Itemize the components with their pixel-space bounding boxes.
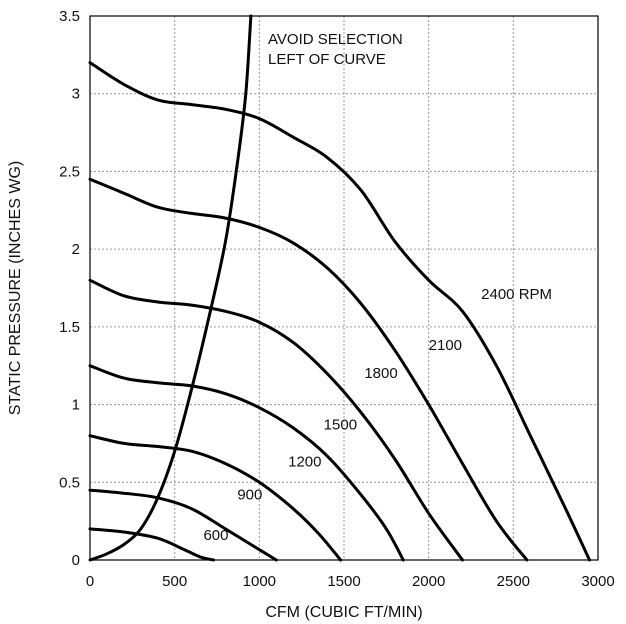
fan-curve-900	[88, 488, 278, 562]
curve-label: 2400 RPM	[481, 286, 552, 303]
curve-label: 600	[203, 527, 228, 544]
curve-label: 1500	[324, 416, 357, 433]
curve-layer	[88, 14, 591, 562]
fan-curve-2400-rpm	[88, 61, 591, 562]
fan-curve-2100	[88, 177, 529, 562]
x-tick-label: 2500	[497, 573, 530, 590]
x-tick-label: 3000	[581, 573, 614, 590]
grid-layer	[90, 16, 598, 560]
fan-curve-1800	[88, 278, 464, 562]
annotation-line-2: LEFT OF CURVE	[268, 51, 386, 68]
tick-layer: 0 500 1000 1500 2000 2500 3000 0 0.5 1 1.5 2 2.5 3 3.5	[59, 8, 615, 590]
x-tick-label: 0	[86, 573, 94, 590]
y-tick-label: 1	[72, 397, 80, 414]
y-tick-label: 0	[72, 552, 80, 569]
y-tick-label: 3.5	[59, 8, 80, 25]
y-tick-label: 3	[72, 86, 80, 103]
fan-curve-600	[88, 527, 216, 562]
x-axis-title: CFM (CUBIC FT/MIN)	[265, 604, 422, 621]
y-tick-label: 2	[72, 241, 80, 258]
curve-label: 900	[237, 486, 262, 503]
x-tick-label: 2000	[412, 573, 445, 590]
curve-label: 1200	[288, 454, 321, 471]
x-tick-label: 1000	[243, 573, 276, 590]
y-tick-label: 2.5	[59, 163, 80, 180]
surge-line	[88, 14, 253, 562]
y-tick-label: 1.5	[59, 319, 80, 336]
curve-label: 2100	[429, 337, 462, 354]
x-tick-label: 1500	[327, 573, 360, 590]
x-tick-label: 500	[162, 573, 187, 590]
y-tick-label: 0.5	[59, 474, 80, 491]
label-layer: 600 900 1200 1500 1800 2100 2400 RPM	[203, 286, 552, 544]
y-axis-title: STATIC PRESSURE (INCHES WG)	[7, 161, 24, 416]
fan-curve-1500	[88, 364, 405, 562]
curve-label: 1800	[364, 365, 397, 382]
fan-curve-1200	[88, 434, 343, 562]
annotation-line-1: AVOID SELECTION	[268, 31, 403, 48]
plot-frame	[89, 15, 599, 561]
